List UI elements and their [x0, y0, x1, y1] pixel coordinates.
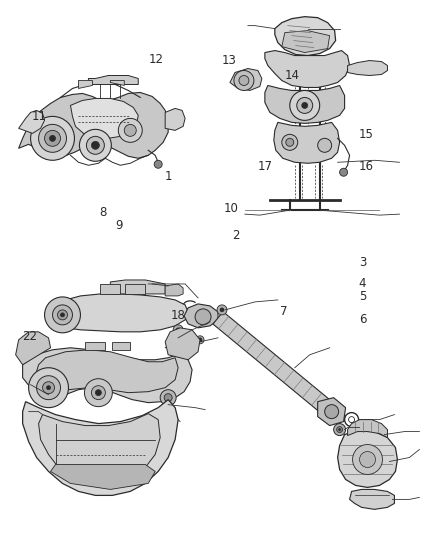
Polygon shape: [19, 92, 168, 158]
Text: 15: 15: [359, 128, 374, 141]
Polygon shape: [50, 464, 155, 489]
Polygon shape: [71, 99, 138, 139]
Circle shape: [92, 386, 106, 400]
Circle shape: [37, 376, 60, 400]
Text: 16: 16: [359, 160, 374, 173]
Circle shape: [339, 429, 341, 431]
Polygon shape: [184, 304, 218, 328]
Polygon shape: [112, 342, 130, 350]
Polygon shape: [35, 350, 178, 393]
Circle shape: [124, 124, 136, 136]
Circle shape: [325, 405, 339, 418]
Polygon shape: [350, 489, 395, 510]
Circle shape: [217, 305, 227, 315]
Polygon shape: [275, 17, 336, 55]
Circle shape: [95, 390, 101, 395]
Text: 6: 6: [359, 313, 366, 326]
Polygon shape: [348, 419, 388, 438]
Circle shape: [31, 116, 74, 160]
Text: 14: 14: [285, 69, 300, 82]
Polygon shape: [265, 85, 345, 123]
Polygon shape: [110, 80, 124, 85]
Circle shape: [118, 118, 142, 142]
Text: 3: 3: [359, 256, 366, 269]
Polygon shape: [100, 284, 120, 294]
Circle shape: [353, 445, 382, 474]
Circle shape: [53, 305, 72, 325]
Circle shape: [46, 386, 50, 390]
Polygon shape: [78, 80, 92, 88]
Circle shape: [282, 134, 298, 150]
Circle shape: [198, 338, 202, 342]
Polygon shape: [165, 108, 185, 131]
Polygon shape: [19, 110, 45, 133]
Polygon shape: [88, 76, 138, 84]
Circle shape: [39, 124, 67, 152]
Circle shape: [154, 160, 162, 168]
Circle shape: [302, 102, 308, 108]
Text: 1: 1: [165, 169, 173, 183]
Circle shape: [196, 336, 204, 344]
Circle shape: [49, 135, 56, 141]
Polygon shape: [39, 414, 160, 482]
Circle shape: [239, 76, 249, 85]
Circle shape: [85, 379, 112, 407]
Circle shape: [234, 70, 254, 91]
Polygon shape: [230, 69, 262, 91]
Circle shape: [286, 139, 294, 147]
Circle shape: [297, 98, 313, 114]
Text: 10: 10: [223, 201, 238, 214]
Circle shape: [173, 325, 183, 335]
Circle shape: [28, 368, 68, 408]
Text: 7: 7: [280, 305, 288, 318]
Polygon shape: [265, 51, 350, 87]
Polygon shape: [348, 61, 388, 76]
Polygon shape: [338, 430, 397, 487]
Circle shape: [164, 394, 172, 402]
Polygon shape: [53, 294, 188, 332]
Text: 17: 17: [258, 160, 272, 173]
Circle shape: [220, 308, 224, 312]
Polygon shape: [318, 398, 346, 425]
Circle shape: [334, 424, 346, 435]
Text: 18: 18: [171, 309, 186, 322]
Circle shape: [86, 136, 104, 154]
Circle shape: [92, 141, 99, 149]
Polygon shape: [23, 400, 178, 495]
Polygon shape: [165, 284, 183, 296]
Circle shape: [79, 130, 111, 161]
Polygon shape: [282, 30, 330, 53]
Circle shape: [318, 139, 332, 152]
Text: 13: 13: [221, 54, 236, 67]
Circle shape: [176, 328, 180, 332]
Text: 22: 22: [21, 330, 37, 343]
Text: 2: 2: [232, 229, 240, 242]
Text: 9: 9: [115, 219, 123, 231]
Circle shape: [45, 297, 81, 333]
Text: 4: 4: [359, 277, 366, 290]
Circle shape: [160, 390, 176, 406]
Circle shape: [57, 310, 67, 320]
Circle shape: [290, 91, 320, 120]
Circle shape: [337, 426, 343, 433]
Polygon shape: [165, 328, 200, 360]
Circle shape: [360, 451, 375, 467]
Circle shape: [42, 382, 54, 394]
Polygon shape: [16, 332, 50, 365]
Text: 5: 5: [359, 290, 366, 303]
Polygon shape: [85, 342, 106, 350]
Polygon shape: [125, 284, 145, 294]
Circle shape: [60, 313, 64, 317]
Circle shape: [195, 309, 211, 325]
Text: 11: 11: [31, 110, 46, 123]
Circle shape: [339, 168, 348, 176]
Text: 12: 12: [149, 53, 164, 66]
Polygon shape: [213, 312, 337, 418]
Text: 8: 8: [99, 206, 106, 219]
Polygon shape: [110, 280, 165, 294]
Polygon shape: [274, 123, 339, 163]
Polygon shape: [23, 348, 192, 402]
Circle shape: [45, 131, 60, 147]
